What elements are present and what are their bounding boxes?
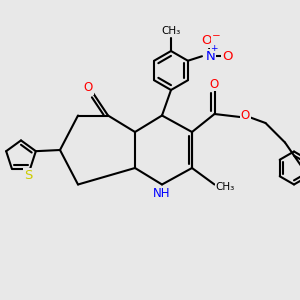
Text: O: O xyxy=(241,109,250,122)
Text: CH₃: CH₃ xyxy=(161,26,181,36)
Text: NH: NH xyxy=(153,187,171,200)
Text: O: O xyxy=(210,77,219,91)
Text: O: O xyxy=(202,34,212,47)
Text: N: N xyxy=(206,50,215,63)
Text: O: O xyxy=(84,81,93,94)
Text: +: + xyxy=(211,44,218,53)
Text: CH₃: CH₃ xyxy=(215,182,235,193)
Text: S: S xyxy=(25,169,33,182)
Text: O: O xyxy=(223,50,233,63)
Text: −: − xyxy=(212,31,221,41)
